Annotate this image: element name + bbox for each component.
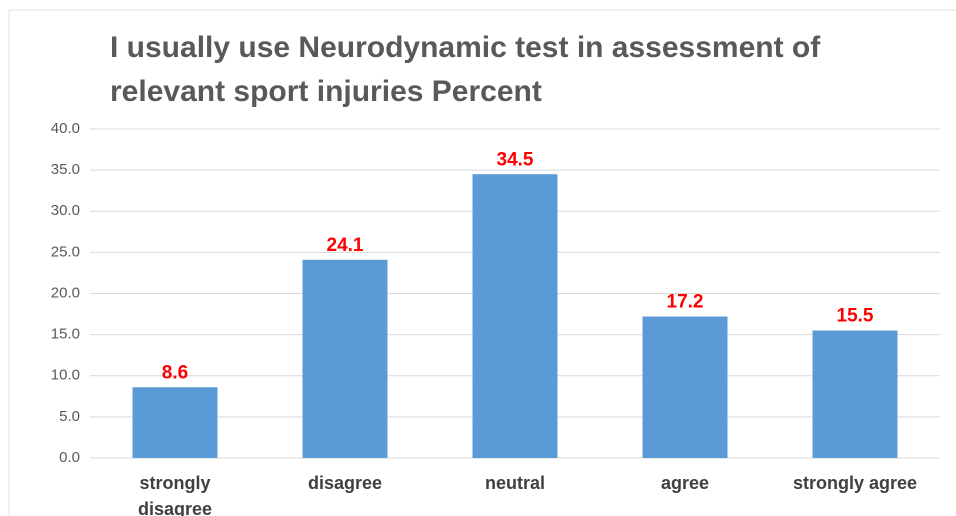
data-label: 8.6 [162, 362, 188, 383]
y-tick-label: 35.0 [51, 161, 80, 178]
bar [472, 174, 558, 459]
chart-title: I usually use Neurodynamic test in asses… [110, 31, 821, 108]
bar [642, 316, 728, 458]
y-tick-label: 20.0 [51, 284, 80, 301]
x-tick-label: strongly disagree [137, 473, 213, 516]
bar [132, 387, 218, 458]
y-tick-label: 10.0 [51, 367, 80, 384]
y-tick-label: 30.0 [51, 202, 80, 219]
data-label: 17.2 [667, 292, 704, 313]
bar [302, 259, 388, 458]
bar [812, 330, 898, 458]
data-label: 24.1 [327, 235, 364, 256]
y-tick-label: 15.0 [51, 326, 80, 343]
x-tick-label: agree [660, 473, 710, 493]
x-tick-label: disagree [307, 473, 383, 493]
y-tick-label: 0.0 [59, 449, 80, 466]
y-tick-label: 5.0 [59, 408, 80, 425]
y-tick-label: 25.0 [51, 243, 80, 260]
data-label: 34.5 [497, 149, 534, 170]
x-tick-label: neutral [484, 473, 545, 493]
data-label: 15.5 [837, 306, 874, 327]
y-tick-label: 40.0 [51, 120, 80, 137]
x-tick-label: strongly agree [792, 473, 918, 493]
